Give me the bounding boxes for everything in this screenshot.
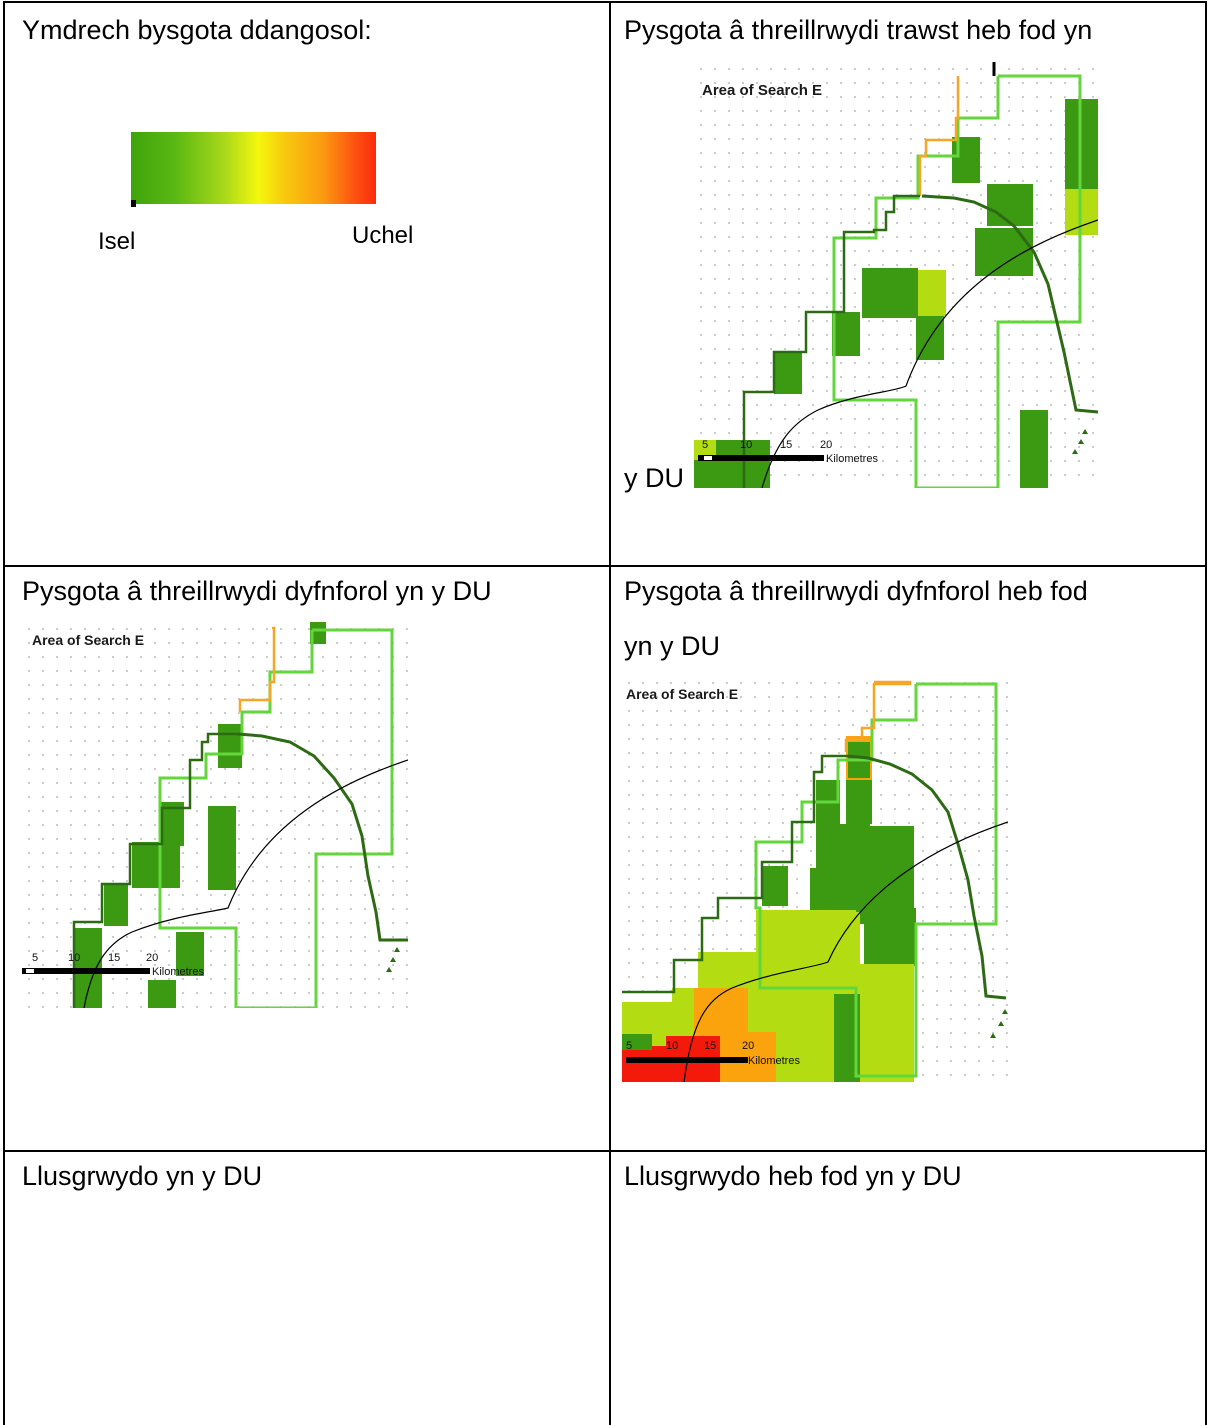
effort-blocks — [694, 99, 1098, 488]
cell-title-otter-trawl-non-uk: Pysgota â threillrwydi dyfnforol heb fod — [624, 576, 1088, 606]
legend-title: Ymdrech bysgota ddangosol: — [22, 15, 372, 45]
scale-tick-20: 20 — [742, 1040, 754, 1052]
cell-title-beam-trawl-non-uk: Pysgota â threillrwydi trawst heb fod yn — [624, 15, 1093, 45]
scale-unit: Kilometres — [748, 1055, 800, 1067]
area-of-search-label: Area of Search E — [702, 82, 823, 99]
scale-unit: Kilometres — [152, 966, 204, 978]
scale-tick-15: 15 — [108, 952, 120, 964]
table-divider-vertical — [609, 1, 611, 1425]
scale-tick-10: 10 — [740, 439, 752, 451]
scale-tick-5: 5 — [32, 952, 38, 964]
scale-tick-15: 15 — [780, 439, 792, 451]
scale-tick-10: 10 — [68, 952, 80, 964]
effort-blocks — [74, 622, 326, 1008]
scale-tick-10: 10 — [666, 1040, 678, 1052]
effort-blocks — [622, 736, 916, 1082]
cell-title-dredging-non-uk: Llusgrwydo heb fod yn y DU — [624, 1161, 962, 1191]
map-beam-trawl-non-uk: 5 10 15 20 Kilometres Area of Search E — [694, 62, 1098, 488]
effort-gradient-legend — [131, 132, 376, 204]
scale-tick-5: 5 — [626, 1040, 632, 1052]
scale-tick-20: 20 — [146, 952, 158, 964]
scale-tick-5: 5 — [702, 439, 708, 451]
table-border-right — [1205, 1, 1207, 1425]
cell-title-beam-trawl-non-uk-line2: y DU — [624, 463, 684, 493]
legend-low-label: Isel — [98, 228, 136, 255]
legend-high-label: Uchel — [352, 222, 414, 249]
scale-unit: Kilometres — [826, 453, 878, 465]
legend-tick — [131, 200, 136, 207]
area-of-search-label: Area of Search E — [32, 632, 145, 648]
scale-tick-20: 20 — [820, 439, 832, 451]
cell-title-otter-trawl-uk: Pysgota â threillrwydi dyfnforol yn y DU — [22, 576, 492, 606]
table-border-left — [3, 1, 5, 1425]
scale-tick-15: 15 — [704, 1040, 716, 1052]
table-divider-row1 — [3, 565, 1207, 567]
cell-title-otter-trawl-non-uk-line2: yn y DU — [624, 631, 721, 661]
map-otter-trawl-non-uk: 5 10 15 20 Kilometres Area of Search E — [622, 676, 1008, 1082]
table-border-top — [3, 1, 1207, 3]
map-otter-trawl-uk: 5 10 15 20 Kilometres Area of Search E — [22, 622, 408, 1008]
area-of-search-label: Area of Search E — [626, 686, 739, 702]
table-divider-row2 — [3, 1150, 1207, 1152]
cell-title-dredging-uk: Llusgrwydo yn y DU — [22, 1161, 263, 1191]
